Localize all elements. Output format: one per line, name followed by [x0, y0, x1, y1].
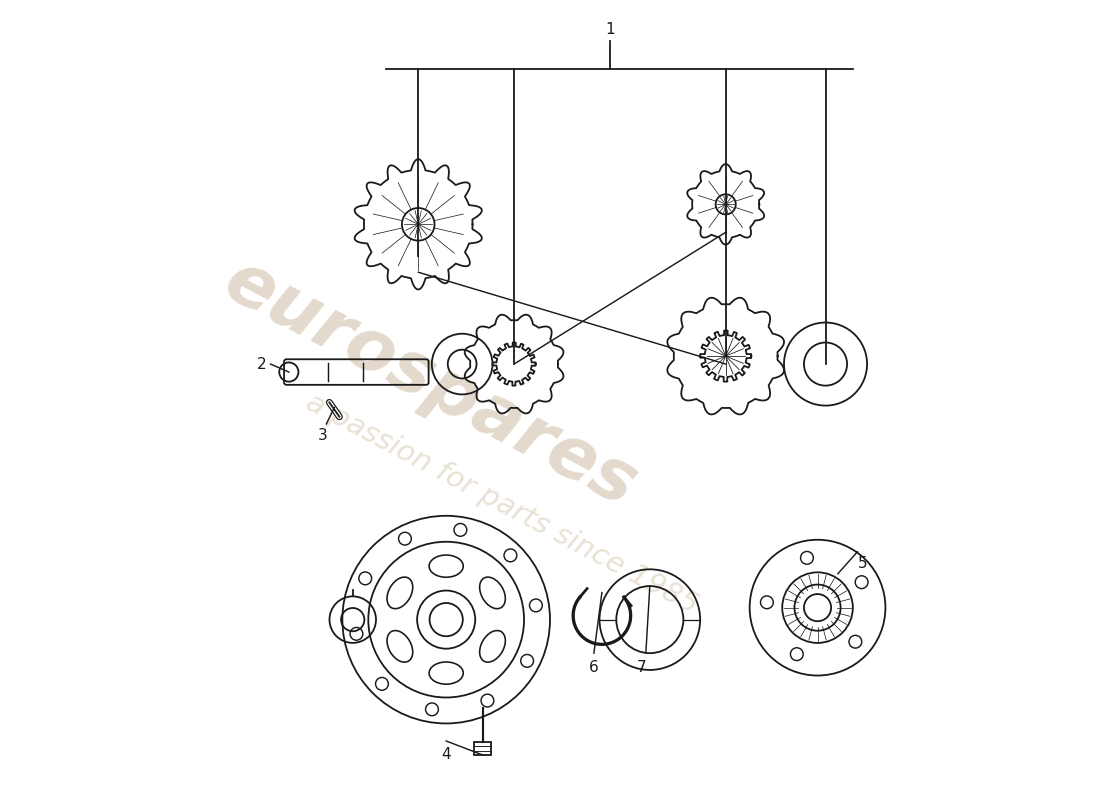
Text: eurospares: eurospares [212, 246, 648, 522]
Text: 1: 1 [605, 22, 615, 37]
Text: 2: 2 [257, 357, 266, 371]
Text: 3: 3 [318, 428, 328, 443]
Text: 5: 5 [858, 556, 867, 570]
Text: 4: 4 [441, 747, 451, 762]
Text: 6: 6 [588, 659, 598, 674]
Text: a passion for parts since 1985: a passion for parts since 1985 [301, 388, 703, 619]
Text: 7: 7 [637, 659, 647, 674]
